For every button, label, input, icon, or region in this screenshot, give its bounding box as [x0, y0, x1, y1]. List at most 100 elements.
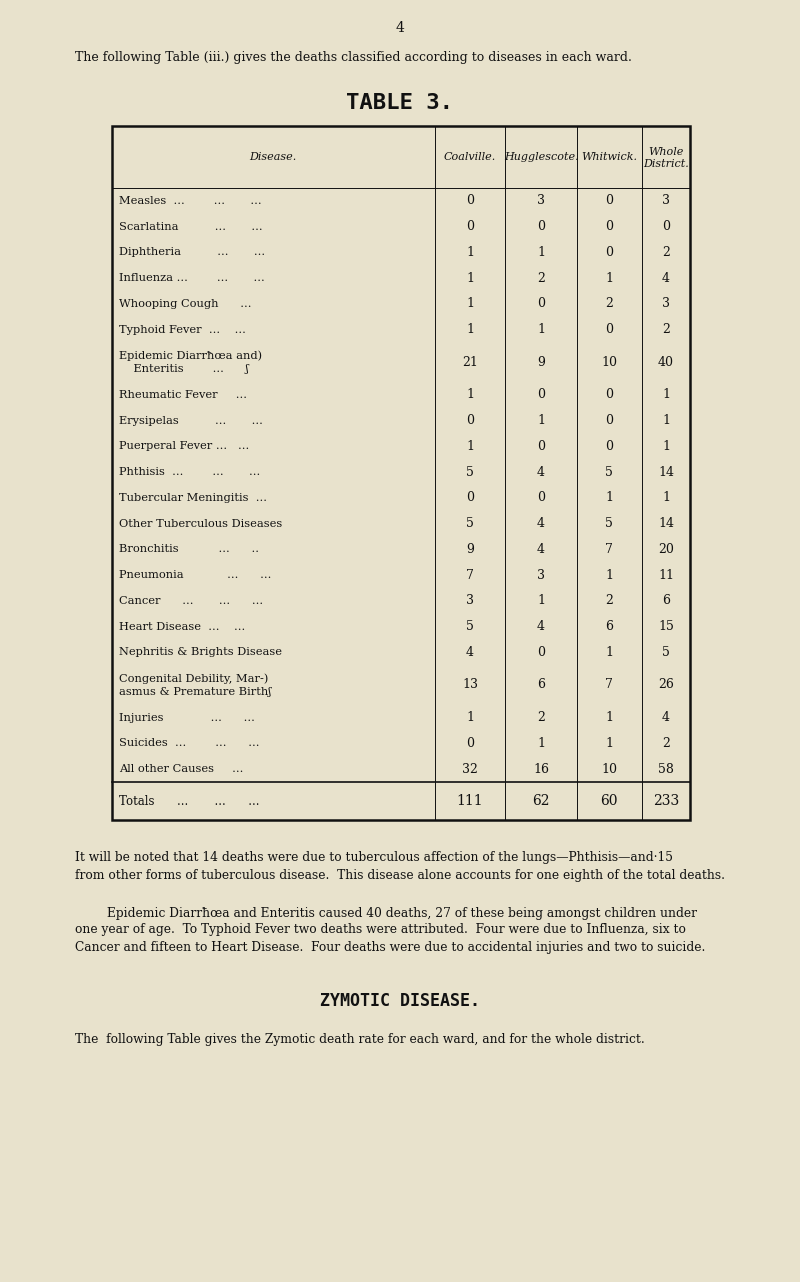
Text: 0: 0: [466, 737, 474, 750]
Text: 1: 1: [605, 272, 613, 285]
Text: 20: 20: [658, 542, 674, 556]
Text: 2: 2: [537, 272, 545, 285]
Text: Disease.: Disease.: [250, 153, 297, 162]
Text: 1: 1: [537, 414, 545, 427]
Text: 1: 1: [537, 737, 545, 750]
Text: 9: 9: [466, 542, 474, 556]
Text: 9: 9: [537, 355, 545, 369]
Text: 62: 62: [532, 794, 550, 808]
Text: 4: 4: [537, 620, 545, 633]
Text: 0: 0: [662, 221, 670, 233]
Text: 6: 6: [605, 620, 613, 633]
Text: 1: 1: [537, 246, 545, 259]
Text: All other Causes     ...: All other Causes ...: [119, 764, 243, 774]
Text: Measles  ...        ...       ...: Measles ... ... ...: [119, 196, 262, 206]
Text: Cancer and fifteen to Heart Disease.  Four deaths were due to accidental injurie: Cancer and fifteen to Heart Disease. Fou…: [75, 941, 706, 954]
Text: 0: 0: [605, 323, 613, 336]
Text: 0: 0: [537, 221, 545, 233]
Text: Pneumonia            ...      ...: Pneumonia ... ...: [119, 570, 271, 579]
Text: 5: 5: [466, 620, 474, 633]
Text: 11: 11: [658, 569, 674, 582]
Text: 4: 4: [537, 542, 545, 556]
Text: 10: 10: [601, 355, 617, 369]
Text: Injuries             ...      ...: Injuries ... ...: [119, 713, 255, 723]
Text: 1: 1: [537, 595, 545, 608]
Text: 0: 0: [537, 388, 545, 401]
Text: 233: 233: [653, 794, 679, 808]
Text: Bronchitis           ...      ..: Bronchitis ... ..: [119, 545, 259, 554]
Text: 0: 0: [537, 491, 545, 504]
Text: 15: 15: [658, 620, 674, 633]
Text: Totals      ...       ...      ...: Totals ... ... ...: [119, 795, 259, 808]
Text: 1: 1: [466, 323, 474, 336]
Text: ZYMOTIC DISEASE.: ZYMOTIC DISEASE.: [320, 992, 480, 1010]
Text: 21: 21: [462, 355, 478, 369]
Text: 4: 4: [662, 712, 670, 724]
Text: Tubercular Meningitis  ...: Tubercular Meningitis ...: [119, 492, 267, 503]
Text: 14: 14: [658, 517, 674, 531]
Text: 5: 5: [466, 465, 474, 478]
Text: 4: 4: [466, 646, 474, 659]
Text: Influenza ...        ...       ...: Influenza ... ... ...: [119, 273, 265, 283]
Text: 0: 0: [605, 414, 613, 427]
Text: 13: 13: [462, 678, 478, 691]
Text: 5: 5: [466, 517, 474, 531]
Text: 0: 0: [537, 646, 545, 659]
Text: 0: 0: [537, 440, 545, 453]
Text: 2: 2: [605, 297, 613, 310]
Text: 1: 1: [466, 712, 474, 724]
Text: Congenital Debility, Mar-): Congenital Debility, Mar-): [119, 673, 268, 683]
Text: 1: 1: [466, 388, 474, 401]
Text: 1: 1: [605, 569, 613, 582]
Text: 5: 5: [605, 517, 613, 531]
Text: 7: 7: [605, 542, 613, 556]
Text: Other Tuberculous Diseases: Other Tuberculous Diseases: [119, 519, 282, 528]
Text: Whole: Whole: [648, 147, 684, 156]
Text: 1: 1: [662, 388, 670, 401]
Text: Phthisis  ...        ...       ...: Phthisis ... ... ...: [119, 467, 260, 477]
Text: 2: 2: [662, 323, 670, 336]
Text: Rheumatic Fever     ...: Rheumatic Fever ...: [119, 390, 247, 400]
Text: The  following Table gives the Zymotic death rate for each ward, and for the who: The following Table gives the Zymotic de…: [75, 1032, 645, 1046]
Text: 1: 1: [466, 272, 474, 285]
Text: 40: 40: [658, 355, 674, 369]
Text: 0: 0: [466, 491, 474, 504]
Text: 10: 10: [601, 763, 617, 776]
Text: 4: 4: [537, 517, 545, 531]
Text: 2: 2: [605, 595, 613, 608]
Text: 0: 0: [605, 246, 613, 259]
Text: Hugglescote.: Hugglescote.: [504, 153, 578, 162]
Text: 26: 26: [658, 678, 674, 691]
Text: Epidemic Diarrħœa and): Epidemic Diarrħœa and): [119, 350, 262, 360]
Text: 1: 1: [605, 712, 613, 724]
Text: 3: 3: [537, 195, 545, 208]
Text: 1: 1: [537, 323, 545, 336]
Text: 0: 0: [605, 221, 613, 233]
Text: 6: 6: [662, 595, 670, 608]
Text: 2: 2: [662, 737, 670, 750]
Text: Scarlatina          ...       ...: Scarlatina ... ...: [119, 222, 262, 232]
Text: 7: 7: [605, 678, 613, 691]
Text: The following Table (iii.) gives the deaths classified according to diseases in : The following Table (iii.) gives the dea…: [75, 51, 632, 64]
Text: Suicides  ...        ...      ...: Suicides ... ... ...: [119, 738, 259, 749]
Text: Cancer      ...       ...      ...: Cancer ... ... ...: [119, 596, 263, 606]
Text: Erysipelas          ...       ...: Erysipelas ... ...: [119, 415, 263, 426]
Text: 5: 5: [605, 465, 613, 478]
Text: 3: 3: [537, 569, 545, 582]
Text: 0: 0: [605, 195, 613, 208]
Text: from other forms of tuberculous disease.  This disease alone accounts for one ei: from other forms of tuberculous disease.…: [75, 868, 725, 882]
Text: 7: 7: [466, 569, 474, 582]
Text: 5: 5: [662, 646, 670, 659]
Bar: [112, 126, 690, 820]
Text: 16: 16: [533, 763, 549, 776]
Text: 60: 60: [600, 794, 618, 808]
Text: 3: 3: [662, 195, 670, 208]
Text: Typhoid Fever  ...    ...: Typhoid Fever ... ...: [119, 324, 246, 335]
Text: Heart Disease  ...    ...: Heart Disease ... ...: [119, 622, 246, 632]
Text: 2: 2: [662, 246, 670, 259]
Text: 0: 0: [537, 297, 545, 310]
Text: Coalville.: Coalville.: [444, 153, 496, 162]
Text: Puerperal Fever ...   ...: Puerperal Fever ... ...: [119, 441, 250, 451]
Text: 1: 1: [466, 297, 474, 310]
Text: 0: 0: [466, 414, 474, 427]
